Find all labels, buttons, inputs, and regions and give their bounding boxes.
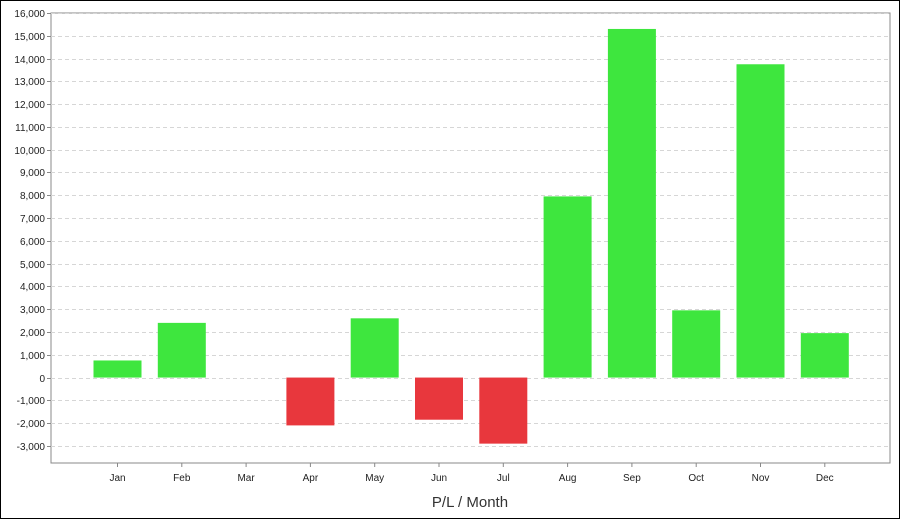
- y-tick-label: -1,000: [17, 396, 46, 407]
- y-tick-label: 1,000: [20, 351, 45, 362]
- y-tick-label: 7,000: [20, 214, 45, 225]
- x-tick-label: Nov: [752, 473, 770, 484]
- bar-feb: [157, 322, 206, 378]
- bar-oct: [672, 310, 721, 378]
- bar-aug: [543, 196, 592, 378]
- y-tick-label: 13,000: [14, 77, 45, 88]
- x-tick-label: Dec: [816, 473, 834, 484]
- x-tick-label: Apr: [303, 473, 319, 484]
- bar-jun: [415, 377, 463, 420]
- y-tick-label: 12,000: [14, 100, 45, 111]
- bar-nov: [736, 64, 785, 378]
- y-tick-label: 9,000: [20, 168, 45, 179]
- bar-jan: [93, 360, 142, 378]
- x-tick-label: Mar: [237, 473, 255, 484]
- bar-jul: [479, 377, 528, 444]
- x-axis: Jan Feb Mar Apr May Jun Jul Aug Sep Oct Nov Dec: [109, 463, 834, 484]
- y-tick-label: 5,000: [20, 260, 45, 271]
- y-tick-label: 15,000: [14, 32, 45, 43]
- x-tick-label: Jul: [497, 473, 510, 484]
- x-tick-label: Aug: [559, 473, 577, 484]
- x-tick-label: May: [365, 473, 384, 484]
- bars: [93, 28, 849, 444]
- y-axis: 16,000 15,000 14,000 13,000 12,000 11,000 10,0…: [14, 9, 51, 453]
- x-tick-label: Oct: [688, 473, 704, 484]
- bar-may: [350, 318, 399, 378]
- x-tick-label: Jun: [431, 473, 447, 484]
- y-tick-label: 6,000: [20, 237, 45, 248]
- y-tick-label: 3,000: [20, 305, 45, 316]
- y-tick-label: 14,000: [14, 55, 45, 66]
- grid-lines: [50, 12, 891, 464]
- x-tick-label: Feb: [173, 473, 191, 484]
- x-tick-label: Sep: [623, 473, 641, 484]
- x-tick-label: Jan: [109, 473, 125, 484]
- y-tick-label: -3,000: [17, 442, 46, 453]
- bar-apr: [286, 377, 335, 426]
- y-tick-label: 0: [39, 374, 45, 385]
- y-tick-label: 4,000: [20, 282, 45, 293]
- x-axis-label: P/L / Month: [432, 494, 508, 511]
- y-tick-label: 8,000: [20, 191, 45, 202]
- plot-area: [50, 12, 891, 464]
- y-tick-label: -2,000: [17, 419, 46, 430]
- y-tick-label: 10,000: [14, 146, 45, 157]
- bar-dec: [800, 333, 849, 378]
- y-tick-label: 16,000: [14, 9, 45, 20]
- y-tick-label: 11,000: [15, 123, 45, 134]
- bar-sep: [607, 28, 656, 378]
- y-tick-label: 2,000: [20, 328, 45, 339]
